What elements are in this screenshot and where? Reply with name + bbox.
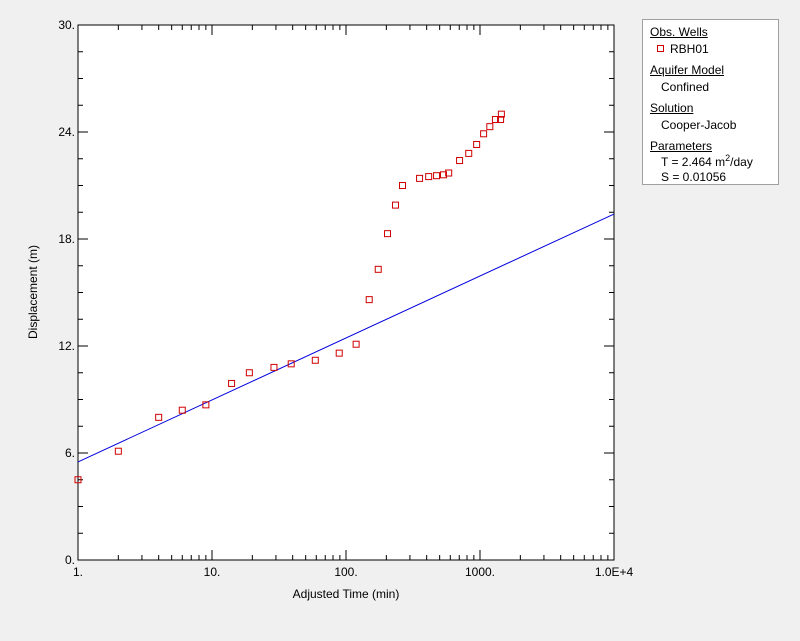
t-suffix: /day (730, 155, 753, 169)
storativity-value: S = 0.01056 (661, 170, 727, 184)
data-point (456, 157, 464, 165)
data-point (245, 369, 253, 377)
data-point (491, 116, 499, 124)
data-point (202, 401, 210, 409)
y-tick-label: 6. (65, 446, 75, 460)
square-marker-icon (657, 45, 664, 52)
data-point (287, 360, 295, 368)
parameters-heading: Parameters (650, 139, 713, 153)
data-point (439, 171, 447, 179)
data-point (486, 123, 494, 131)
y-tick-label: 30. (58, 18, 75, 32)
axis-ticks (78, 25, 614, 560)
data-point (416, 174, 424, 182)
y-axis-title: Displacement (m) (26, 245, 40, 339)
t-prefix: T = 2.464 m (661, 155, 726, 169)
x-tick-label: 1. (73, 565, 83, 579)
obs-wells-heading: Obs. Wells (650, 25, 708, 39)
x-tick-label: 1000. (465, 565, 495, 579)
data-point (335, 349, 343, 357)
x-axis-title: Adjusted Time (min) (293, 587, 400, 601)
data-point (365, 296, 373, 304)
legend-item-rbh01: RBH01 (657, 42, 709, 56)
data-point (445, 169, 453, 177)
data-point (391, 201, 399, 209)
data-point (374, 265, 382, 273)
data-point (270, 363, 278, 371)
x-tick-label: 1.0E+4 (595, 565, 634, 579)
data-point (425, 173, 433, 181)
data-point (398, 182, 406, 189)
data-points-layer (74, 110, 505, 484)
data-point (473, 140, 481, 148)
aquifer-model-heading: Aquifer Model (650, 63, 725, 77)
cooper-jacob-fit-line (77, 213, 615, 463)
data-point (383, 230, 391, 238)
plot-area (77, 24, 615, 561)
data-point (74, 476, 82, 484)
well-name: RBH01 (670, 42, 709, 56)
y-tick-label: 18. (58, 232, 75, 246)
x-tick-label: 10. (204, 565, 221, 579)
data-point (114, 447, 122, 455)
data-point (155, 413, 163, 421)
legend-panel: Obs. Wells RBH01 Aquifer Model Confined … (642, 19, 779, 185)
data-point (480, 130, 488, 138)
data-point (433, 172, 441, 180)
y-tick-label: 12. (58, 339, 75, 353)
y-tick-label: 0. (65, 553, 75, 567)
x-tick-label: 100. (334, 565, 357, 579)
data-point (465, 149, 473, 157)
aquifer-model-value: Confined (661, 80, 710, 94)
data-point (497, 110, 505, 118)
y-tick-label: 24. (58, 125, 75, 139)
data-point (178, 406, 186, 414)
solution-heading: Solution (650, 101, 694, 115)
t-exponent: 2 (725, 153, 731, 163)
data-point (311, 356, 319, 364)
fit-line-layer (77, 213, 615, 463)
solution-value: Cooper-Jacob (661, 118, 737, 132)
data-point (497, 116, 505, 124)
data-point (352, 340, 360, 348)
tick-labels: 1. 10. 100. 1000. 1.0E+4 0. 6. 12. 18. 24. 30. (58, 18, 633, 579)
data-point (228, 379, 236, 387)
transmissivity-value: T = 2.464 m2/day (661, 153, 753, 169)
